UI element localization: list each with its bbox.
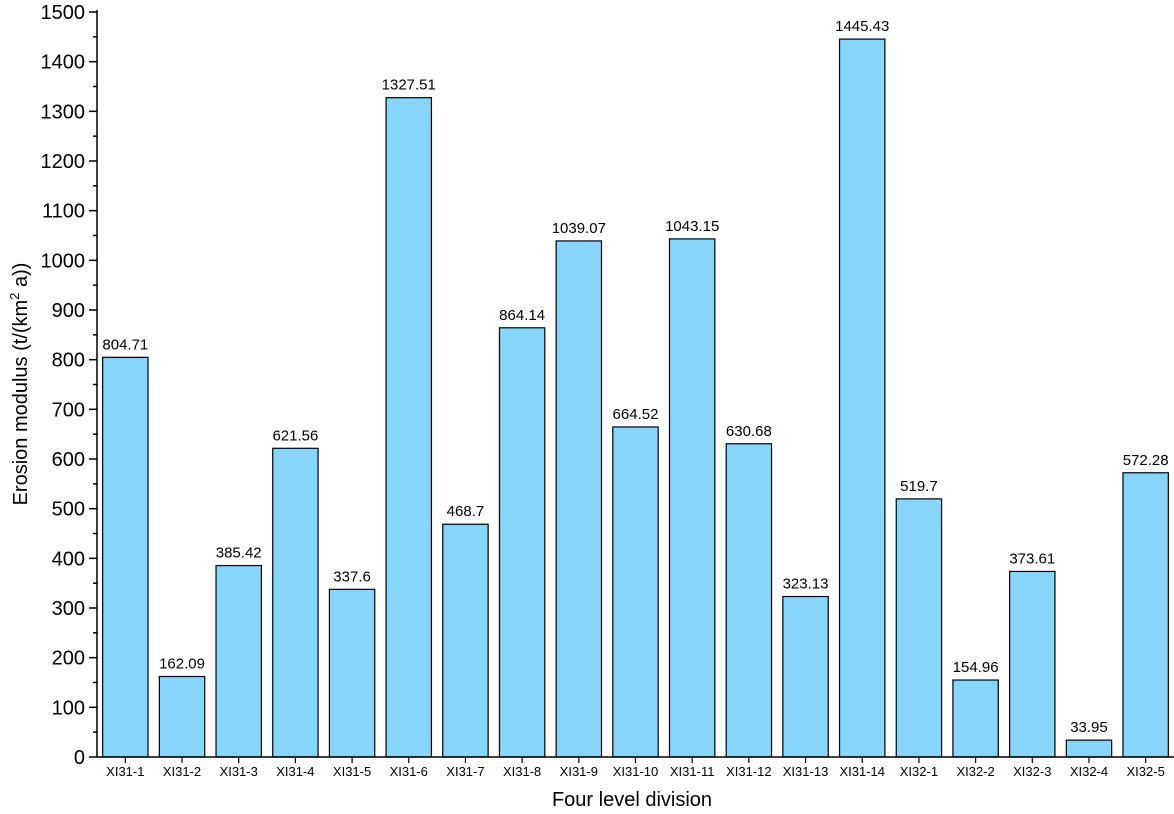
bar [1122,472,1169,758]
y-tick-label: 1100 [42,201,85,223]
bar [782,595,829,758]
x-tick-label: XI31-9 [560,764,598,779]
x-tick-label: XI31-3 [220,764,258,779]
y-tick-label: 100 [52,697,85,719]
bar [895,498,943,758]
bar [442,523,489,758]
bar-data-label: 385.42 [216,545,262,562]
y-axis-title-main: Erosion modulus (t/(km [10,300,32,506]
bar-data-label: 373.61 [1009,550,1055,567]
bar-data-label: 572.28 [1123,452,1169,469]
y-tick-label: 400 [52,548,85,570]
bar-data-label: 519.7 [900,478,938,495]
x-tick-label: XI31-12 [726,764,772,779]
bar [952,679,999,758]
x-tick-label: XI31-10 [613,764,659,779]
bar-data-label: 1445.43 [835,18,889,35]
y-tick-label: 200 [52,648,85,670]
x-tick-label: XI31-13 [783,764,829,779]
y-tick-label: 1000 [41,250,86,272]
x-tick-label: XI31-7 [446,764,484,779]
y-tick-label: 1200 [41,151,86,173]
x-tick-label: XI32-3 [1013,764,1051,779]
bar-data-label: 337.6 [333,568,371,585]
bar [102,356,149,758]
y-tick-label: 1300 [41,101,86,123]
bar-data-label: 154.96 [953,659,999,676]
y-tick-label: 800 [52,350,85,372]
y-axis-title: Erosion modulus (t/(km2 a)) [7,263,32,506]
bar [725,443,773,758]
bar [838,38,886,758]
bar [1009,570,1056,758]
y-tick-label: 300 [52,598,85,620]
y-tick-label: 0 [74,747,85,769]
bar-data-label: 323.13 [783,576,829,593]
x-tick-label: XI31-8 [503,764,541,779]
bar-data-label: 1043.15 [665,218,719,235]
x-tick-label: XI31-11 [670,764,715,779]
x-tick-label: XI32-5 [1127,764,1165,779]
x-tick-label: XI31-1 [106,764,144,779]
y-tick-label: 600 [52,449,85,471]
bar [272,447,319,758]
x-tick-label: XI31-5 [333,764,371,779]
x-tick-label: XI31-6 [390,764,428,779]
bar-data-label: 162.09 [159,655,205,672]
bar [385,97,433,758]
bar [612,426,659,758]
bar [328,588,376,758]
bar [158,675,206,758]
bar-data-label: 864.14 [499,307,545,324]
y-tick-label: 700 [52,399,85,421]
bar-data-label: 468.7 [447,503,485,520]
bar [1065,739,1113,758]
x-tick-label: XI32-4 [1070,764,1108,779]
x-tick-label: XI31-2 [163,764,201,779]
y-tick-label: 900 [52,300,85,322]
x-tick-label: XI32-2 [956,764,994,779]
bar-data-label: 33.95 [1070,719,1108,736]
y-axis-title-superscript: 2 [7,293,22,300]
bar-data-label: 664.52 [613,406,659,423]
bar [668,238,716,758]
bar-data-label: 630.68 [726,423,772,440]
bar [498,327,546,758]
bar-data-label: 1039.07 [552,220,606,237]
bar-data-label: 1327.51 [382,77,436,94]
bar-data-label: 621.56 [272,427,318,444]
y-tick-label: 500 [52,499,85,521]
bar [215,564,262,758]
plot-area: 0 100 200 300 400 500 600 700 800 900 1000 1100 1200… [41,2,1169,779]
x-tick-label: XI32-1 [900,764,938,779]
y-tick-label: 1400 [41,52,86,74]
x-axis-title: Four level division [552,789,712,811]
bar [555,240,603,758]
y-tick-label: 1500 [41,2,86,24]
x-tick-label: XI31-14 [839,764,885,779]
y-axis-title-tail: a)) [10,263,32,293]
bar-data-label: 804.71 [102,336,148,353]
x-tick-label: XI31-4 [276,764,314,779]
